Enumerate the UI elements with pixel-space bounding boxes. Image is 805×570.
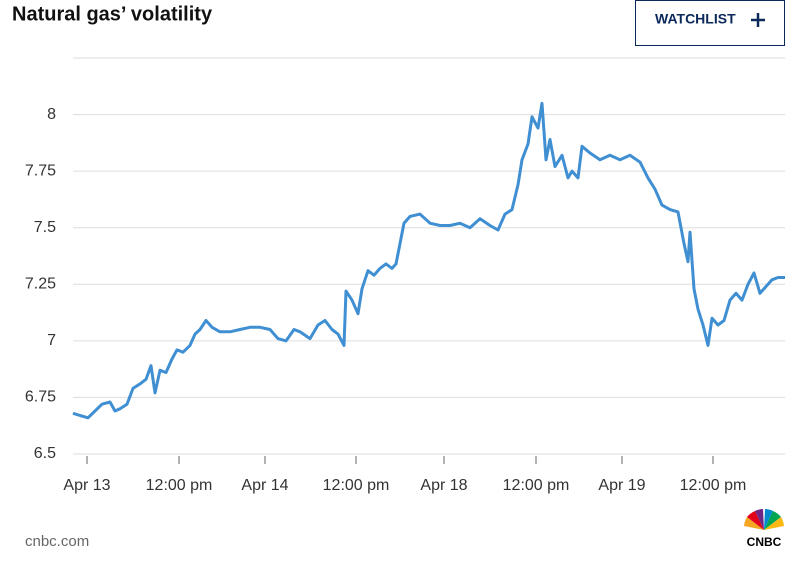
plus-icon[interactable]: [751, 13, 765, 27]
y-tick-label: 7.75: [25, 162, 56, 179]
button-label[interactable]: WATCHLIST: [655, 11, 736, 27]
x-tick-label: Apr 14: [241, 477, 288, 494]
button-frame[interactable]: [635, 0, 785, 46]
x-tick-label: Apr 19: [598, 477, 645, 494]
x-tick-label: Apr 18: [420, 477, 467, 494]
x-tick-label: Apr 13: [63, 477, 110, 494]
cnbc-logo: CNBC: [744, 509, 784, 549]
chart-title: Natural gas’ volatility: [12, 3, 213, 25]
y-tick-label: 8: [47, 106, 56, 123]
logo-text: CNBC: [747, 535, 782, 549]
y-tick-label: 6.75: [25, 389, 56, 406]
source: cnbc.com: [25, 533, 89, 550]
y-tick-label: 6.5: [34, 445, 56, 462]
watchlist-button[interactable]: WATCHLIST: [635, 0, 785, 46]
y-tick-label: 7: [47, 332, 56, 349]
x-tick-label: 12:00 pm: [503, 477, 570, 494]
y-tick-label: 7.5: [34, 219, 56, 236]
x-tick-label: 12:00 pm: [146, 477, 213, 494]
price-line: [72, 101, 785, 420]
x-tick-label: 12:00 pm: [323, 477, 390, 494]
x-tick-label: 12:00 pm: [680, 477, 747, 494]
y-tick-label: 7.25: [25, 276, 56, 293]
